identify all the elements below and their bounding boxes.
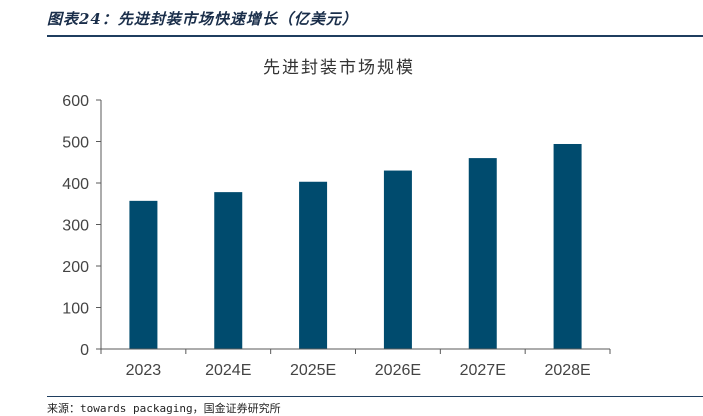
x-tick-label: 2025E — [290, 362, 336, 379]
y-tick-label: 400 — [62, 176, 89, 193]
bar-2026E — [383, 170, 412, 349]
chart-title: 先进封装市场规模 — [263, 58, 415, 78]
source-note: 来源：towards packaging，国金证券研究所 — [47, 402, 281, 415]
bottom-divider — [47, 396, 703, 397]
y-tick-label: 600 — [62, 93, 89, 110]
bar-2023 — [129, 200, 158, 349]
x-tick-label: 2027E — [460, 362, 506, 379]
y-tick-label: 0 — [80, 342, 89, 359]
bar-2025E — [299, 181, 328, 349]
bar-2024E — [214, 192, 243, 349]
y-tick-label: 200 — [62, 259, 89, 276]
bars — [129, 143, 582, 349]
y-tick-label: 500 — [62, 135, 89, 152]
x-axis: 2023 2024E 2025E 2026E 2027E 2028E — [100, 349, 611, 379]
y-axis: 0 100 200 300 400 500 600 — [62, 93, 102, 359]
bar-2027E — [468, 158, 497, 349]
x-tick-label: 2024E — [205, 362, 251, 379]
x-tick-label: 2026E — [375, 362, 421, 379]
y-tick-label: 300 — [62, 218, 89, 235]
y-tick-label: 100 — [62, 301, 89, 318]
bar-2028E — [553, 143, 582, 349]
x-tick-label: 2028E — [544, 362, 590, 379]
x-tick-label: 2023 — [126, 362, 162, 379]
top-divider — [47, 35, 703, 37]
figure-heading: 图表24：先进封装市场快速增长（亿美元） — [47, 10, 358, 28]
